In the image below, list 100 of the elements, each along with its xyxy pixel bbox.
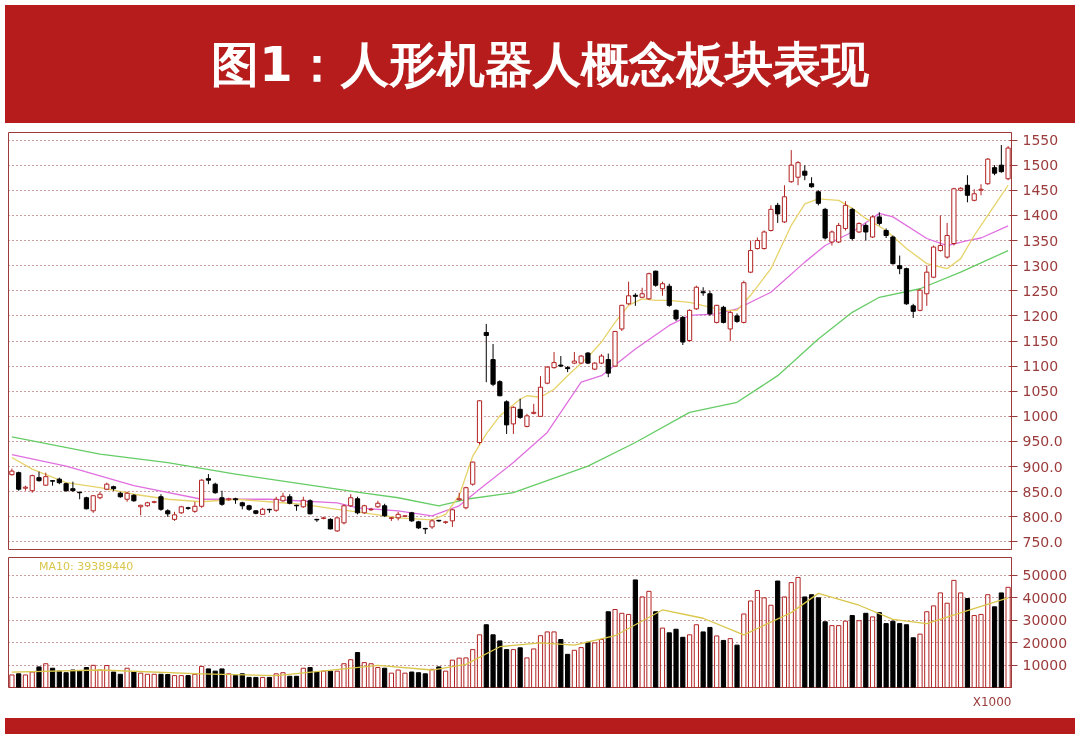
bar [856, 620, 862, 688]
bar [869, 616, 876, 688]
bar [178, 675, 184, 688]
y-tick-label: 40000 [1022, 589, 1068, 606]
bar [632, 579, 638, 688]
bar [185, 675, 191, 688]
bar [321, 670, 327, 688]
bar [863, 612, 869, 688]
bar [43, 663, 49, 688]
bar [605, 611, 611, 688]
y-tick-label: 750.0 [1022, 533, 1063, 550]
bar [443, 670, 449, 688]
bar [415, 672, 422, 688]
candlestick [504, 399, 510, 435]
candlestick [517, 398, 523, 420]
bar [686, 634, 693, 688]
candlestick [978, 183, 984, 196]
candlestick [619, 304, 625, 332]
candlestick [666, 283, 672, 308]
y-tick-label: 1050 [1022, 383, 1059, 400]
candlestick [693, 285, 699, 311]
bar [226, 673, 232, 688]
bar [124, 667, 130, 688]
y-tick-label: 1450 [1022, 182, 1059, 199]
bar [110, 671, 117, 688]
bar [659, 627, 666, 688]
bar [720, 639, 727, 688]
candlestick [707, 290, 713, 317]
y-tick-label: 1300 [1022, 257, 1059, 274]
bar [327, 670, 334, 688]
bar [287, 675, 293, 688]
bar [964, 598, 971, 688]
bar [429, 668, 435, 688]
bar [354, 652, 361, 688]
bar [842, 620, 849, 688]
candlestick [36, 471, 42, 483]
bar [476, 634, 483, 688]
bar [436, 666, 442, 688]
y-tick-label: 950.0 [1022, 433, 1063, 450]
y-tick-label: 1500 [1022, 157, 1059, 174]
candlestick [219, 490, 225, 507]
candlestick [842, 200, 849, 231]
bar [727, 638, 733, 688]
y-tick-label: 1350 [1022, 232, 1059, 249]
bar [517, 647, 523, 688]
bar [117, 673, 123, 688]
y-tick-label: 1200 [1022, 307, 1059, 324]
bar [382, 667, 388, 688]
candlestick [998, 144, 1004, 174]
bar [300, 667, 306, 688]
bar [734, 644, 740, 688]
candlestick [727, 310, 733, 342]
candlestick [775, 202, 781, 224]
y-tick-label: 10000 [1022, 657, 1068, 674]
bar [510, 649, 516, 688]
bar [9, 674, 15, 688]
bar [260, 676, 266, 688]
candlestick [510, 405, 516, 435]
candlestick [747, 240, 754, 274]
y-tick-label: 850.0 [1022, 483, 1063, 500]
bar [83, 667, 90, 688]
bar [537, 635, 544, 688]
y-tick-label: 20000 [1022, 634, 1068, 651]
bar [849, 615, 855, 688]
y-tick-label: 1400 [1022, 207, 1059, 224]
y-tick-label: 30000 [1022, 612, 1068, 629]
candlestick [626, 281, 632, 306]
bar [171, 675, 178, 688]
text: X1000 [972, 694, 1012, 709]
y-tick-label: 1000 [1022, 408, 1059, 425]
bar [131, 671, 137, 688]
bar [991, 606, 998, 688]
line-series [11, 249, 1009, 507]
y-tick-label: 1150 [1022, 333, 1059, 349]
y-tick-label: 1100 [1022, 358, 1059, 375]
candlestick [768, 204, 774, 232]
bar [293, 675, 300, 688]
chart-title: 图1：人形机器人概念板块表现 [211, 35, 869, 94]
candlestick [605, 353, 611, 378]
y-tick-label: 1550 [1022, 132, 1059, 149]
bar [422, 673, 428, 688]
bar [775, 580, 781, 688]
y-tick-label: 800.0 [1022, 508, 1063, 525]
y-tick-label: 1250 [1022, 282, 1059, 299]
bar [36, 666, 42, 688]
candlestick [964, 174, 971, 203]
candlestick [470, 461, 476, 487]
bar [693, 624, 699, 688]
bar [653, 611, 659, 688]
candlestick [483, 323, 489, 383]
bar [409, 671, 415, 688]
bar [598, 639, 605, 688]
y-tick-label: 50000 [1022, 567, 1068, 584]
y-tick-label: 900.0 [1022, 458, 1063, 475]
line-series [11, 592, 1009, 677]
bar [592, 642, 598, 688]
bar [232, 675, 239, 688]
bar [1005, 586, 1011, 688]
bar [998, 592, 1004, 688]
bar [585, 641, 591, 688]
